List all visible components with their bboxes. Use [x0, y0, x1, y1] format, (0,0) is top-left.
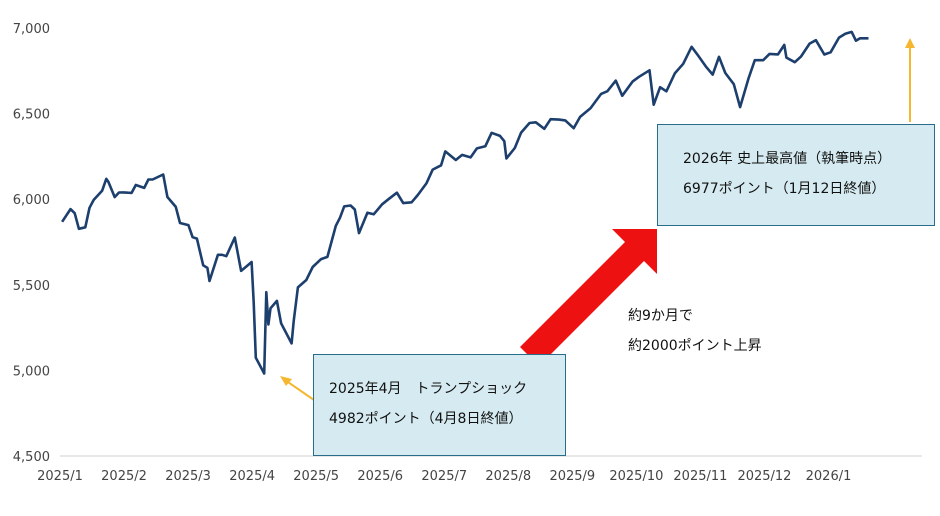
high-callout: 2026年 史上最高値（執筆時点） 6977ポイント（1月12日終値）: [657, 124, 935, 226]
x-tick-label: 2025/7: [421, 469, 467, 484]
low-pointer-arrow: [280, 376, 315, 401]
gain-note-amount: 約2000ポイント上昇: [628, 338, 762, 354]
x-tick-label: 2025/4: [229, 469, 275, 484]
x-tick-label: 2025/12: [737, 469, 791, 484]
x-tick-label: 2025/1: [37, 469, 83, 484]
low-callout: 2025年4月 トランプショック 4982ポイント（4月8日終値）: [313, 354, 566, 456]
x-tick-label: 2025/10: [609, 469, 663, 484]
x-tick-label: 2025/8: [485, 469, 531, 484]
y-tick-label: 5,000: [13, 364, 50, 379]
x-tick-label: 2025/2: [101, 469, 147, 484]
y-tick-label: 4,500: [13, 450, 50, 465]
low-callout-value: 4982ポイント（4月8日終値）: [329, 411, 523, 427]
up-arrow-shape: [520, 229, 657, 366]
x-tick-label: 2025/9: [549, 469, 595, 484]
y-tick-label: 6,000: [13, 193, 50, 208]
x-tick-label: 2025/3: [165, 469, 211, 484]
x-tick-label: 2025/11: [673, 469, 727, 484]
x-tick-label: 2026/1: [806, 469, 852, 484]
gain-note: 約9か月で 約2000ポイント上昇: [628, 301, 762, 361]
x-tick-label: 2025/5: [293, 469, 339, 484]
y-tick-label: 5,500: [13, 279, 50, 294]
high-callout-value: 6977ポイント（1月12日終値）: [683, 181, 886, 197]
gain-note-period: 約9か月で: [628, 308, 693, 324]
high-callout-title: 2026年 史上最高値（執筆時点）: [683, 151, 892, 167]
low-callout-title: 2025年4月 トランプショック: [329, 381, 528, 397]
y-tick-label: 6,500: [13, 108, 50, 123]
y-tick-label: 7,000: [13, 22, 50, 37]
high-pointer-arrow: [905, 38, 915, 122]
x-axis-labels: 2025/1 2025/2 2025/3 2025/4 2025/5 2025/6 2025…: [37, 469, 851, 484]
y-axis-labels: 4,500 5,000 5,500 6,000 6,500 7,000: [13, 22, 50, 465]
x-tick-label: 2025/6: [357, 469, 403, 484]
price-line: [61, 30, 869, 375]
